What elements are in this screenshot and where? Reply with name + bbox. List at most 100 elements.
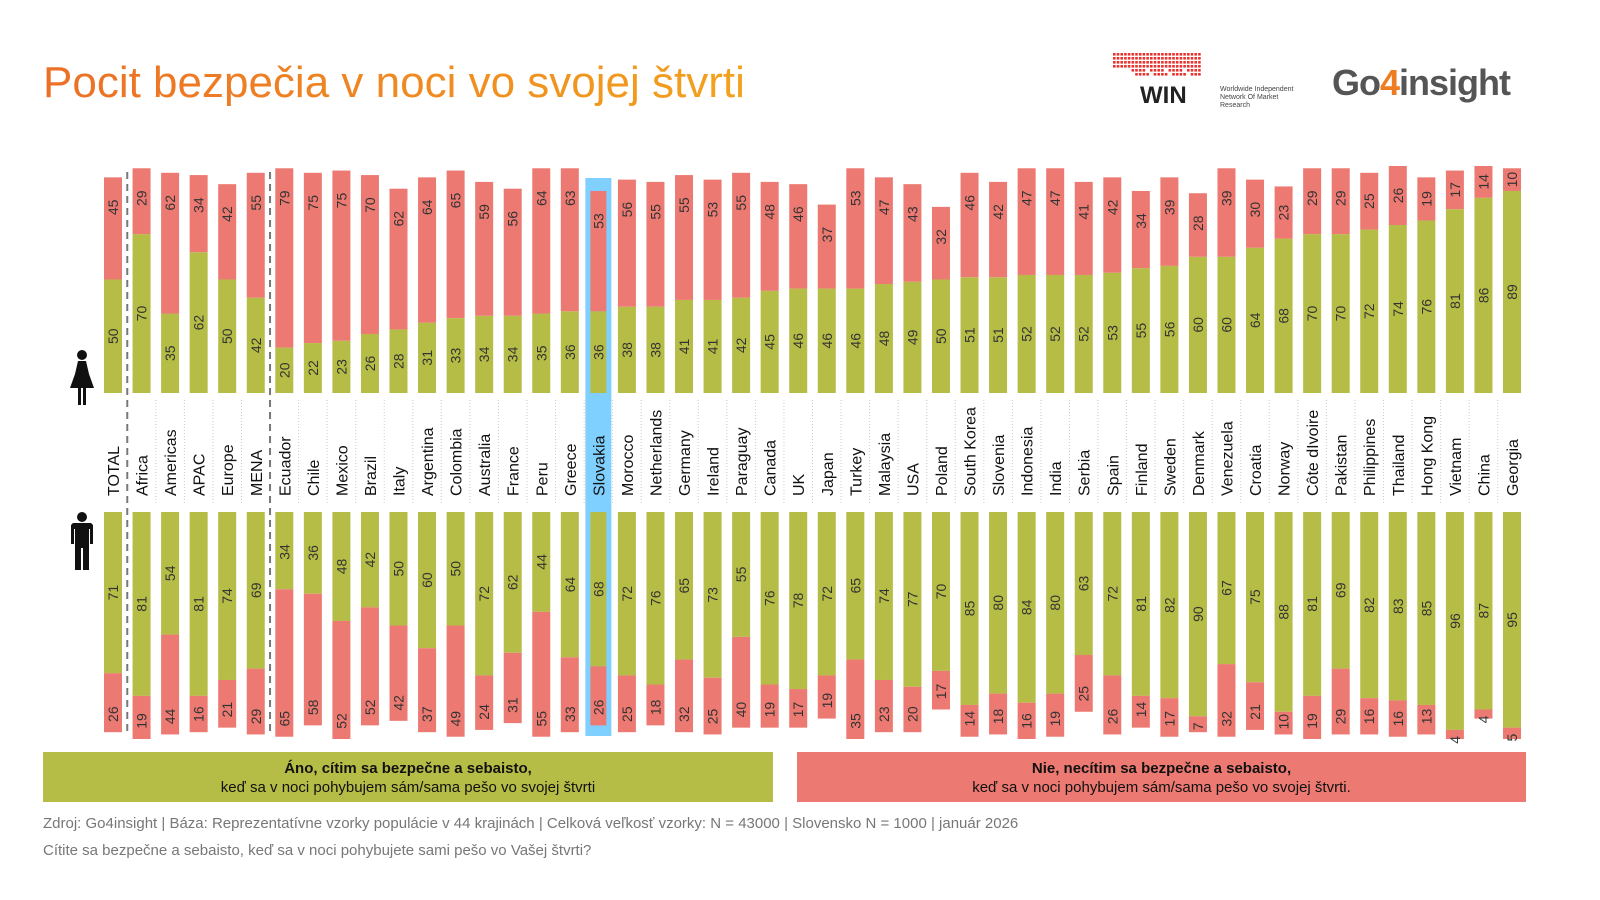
value-label-men-yes: 34: [276, 544, 292, 560]
map-dot: [1198, 61, 1201, 64]
bar-men-yes: [789, 512, 808, 690]
bar-men-no: [960, 704, 979, 737]
bar-women-yes: [590, 311, 607, 393]
value-label-women-yes: 52: [1047, 326, 1063, 342]
map-dot: [1146, 53, 1149, 56]
value-label-men-yes: 81: [1304, 596, 1320, 612]
map-dot: [1190, 69, 1194, 72]
value-label-men-no: 10: [1276, 714, 1292, 730]
value-label-women-yes: 70: [1304, 306, 1320, 322]
map-dot: [1120, 61, 1123, 64]
value-label-men-yes: 74: [876, 588, 892, 604]
bar-women-no: [1188, 193, 1207, 257]
value-label-men-yes: 72: [819, 586, 835, 602]
map-dot: [1146, 61, 1149, 64]
value-label-men-no: 4: [1475, 715, 1491, 723]
map-dot: [1172, 69, 1175, 72]
value-label-men-yes: 50: [448, 561, 464, 577]
bar-men-no: [903, 686, 922, 733]
map-dot: [1150, 53, 1153, 56]
map-dot: [1153, 57, 1157, 60]
category-label: Africa: [135, 455, 152, 496]
value-label-men-yes: 36: [305, 545, 321, 561]
bar-men-no: [1474, 709, 1493, 719]
category-label: Chile: [306, 459, 323, 496]
bar-men-yes: [161, 512, 180, 635]
bar-women-yes: [732, 297, 751, 393]
value-label-men-yes: 80: [1047, 595, 1063, 611]
bar-men-yes: [503, 512, 522, 653]
value-label-men-no: 37: [419, 706, 435, 722]
bar-men-no: [218, 679, 237, 728]
value-label-women-no: 32: [933, 229, 949, 245]
bar-women-no: [303, 172, 322, 344]
value-label-women-yes: 35: [533, 345, 549, 361]
bar-men-yes: [1103, 512, 1122, 676]
map-dot: [1187, 57, 1190, 60]
map-dot: [1131, 61, 1135, 64]
value-label-men-yes: 88: [1276, 604, 1292, 620]
map-dot: [1138, 73, 1142, 76]
bar-women-yes: [1217, 256, 1236, 393]
value-label-women-no: 55: [248, 195, 264, 211]
value-label-men-yes: 83: [1390, 598, 1406, 614]
bar-women-yes: [1274, 238, 1293, 393]
map-dot: [1142, 57, 1146, 60]
value-label-men-yes: 96: [1447, 613, 1463, 629]
value-label-women-no: 29: [1333, 190, 1349, 206]
bar-men-no: [560, 657, 579, 733]
value-label-men-no: 26: [105, 706, 121, 722]
bar-women-no: [1474, 166, 1493, 198]
bar-men-yes: [1217, 512, 1236, 665]
bar-women-yes: [1017, 274, 1036, 393]
category-label: Malaysia: [877, 433, 894, 496]
value-label-men-no: 18: [990, 708, 1006, 724]
bar-men-yes: [132, 512, 151, 696]
category-label: Slovenia: [991, 435, 1008, 496]
bar-men-no: [246, 668, 265, 735]
map-dot: [1138, 53, 1142, 56]
bar-men-yes: [903, 512, 922, 687]
map-dot: [1135, 69, 1138, 72]
bar-men-no: [1303, 695, 1322, 739]
value-label-women-yes: 51: [962, 327, 978, 343]
value-label-women-no: 62: [391, 211, 407, 227]
bar-women-no: [503, 188, 522, 316]
value-label-women-no: 46: [790, 206, 806, 222]
value-label-men-yes: 70: [933, 583, 949, 599]
value-label-men-no: 32: [676, 706, 692, 722]
value-label-women-no: 43: [904, 206, 920, 222]
bar-men-yes: [418, 512, 437, 649]
value-label-men-no: 40: [733, 702, 749, 718]
value-label-women-yes: 28: [391, 353, 407, 369]
value-label-women-yes: 51: [990, 327, 1006, 343]
bar-men-no: [1074, 655, 1093, 712]
map-dot: [1131, 53, 1135, 56]
map-dot: [1138, 69, 1142, 72]
map-dot: [1138, 65, 1142, 68]
value-label-men-yes: 69: [248, 582, 264, 598]
bar-men-yes: [1017, 512, 1036, 703]
map-dot: [1175, 61, 1179, 64]
map-dot: [1179, 73, 1183, 76]
go4-logo-four: 4: [1380, 62, 1400, 103]
bar-women-no: [1303, 168, 1322, 235]
value-label-women-yes: 50: [219, 328, 235, 344]
bar-women-yes: [1074, 274, 1093, 393]
map-dot: [1150, 69, 1153, 72]
value-label-women-no: 42: [990, 204, 1006, 220]
bar-women-no: [732, 172, 751, 298]
value-label-women-yes: 50: [105, 328, 121, 344]
bar-men-no: [703, 677, 722, 735]
value-label-men-no: 58: [305, 699, 321, 715]
value-label-men-no: 14: [1133, 702, 1149, 718]
map-dot: [1161, 61, 1164, 64]
bar-men-yes: [703, 512, 722, 678]
category-label: Americas: [163, 429, 180, 496]
value-label-women-no: 56: [619, 202, 635, 218]
bar-men-yes: [1388, 512, 1407, 701]
category-label: Hong Kong: [1419, 416, 1436, 496]
value-label-women-yes: 46: [819, 333, 835, 349]
category-label: Slovakia: [591, 435, 608, 496]
bar-women-no: [189, 175, 208, 253]
